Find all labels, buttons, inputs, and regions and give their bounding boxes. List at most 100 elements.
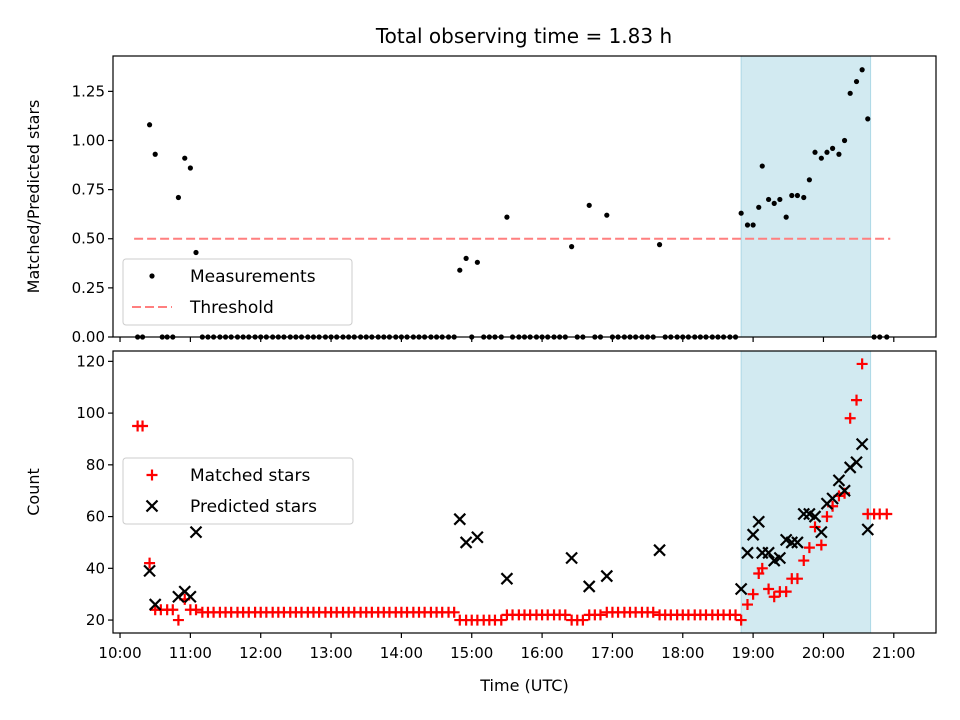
predicted-stars-point <box>855 437 869 451</box>
x-tick-label: 12:00 <box>239 644 282 662</box>
x-tick-label: 21:00 <box>872 644 915 662</box>
legend-swatch-marker <box>146 469 158 481</box>
x-axis-label: Time (UTC) <box>479 676 568 695</box>
measurements-point <box>738 210 744 216</box>
top-y-axis-label: Matched/Predicted stars <box>24 100 43 294</box>
measurements-point <box>812 149 818 155</box>
predicted-stars-point <box>826 492 839 505</box>
y-tick-label: 1.25 <box>72 82 105 100</box>
predicted-stars-point <box>752 515 766 529</box>
x-tick-label: 14:00 <box>380 644 423 662</box>
measurements-point <box>836 151 842 157</box>
matched-stars-point <box>821 511 833 523</box>
matched-stars-point <box>815 539 827 551</box>
measurements-point <box>789 192 795 199</box>
y-tick-label: 80 <box>86 456 105 474</box>
bottom-legend: Matched stars Predicted stars <box>122 457 354 525</box>
legend-marker-matched-stars <box>146 469 158 481</box>
x-tick-label: 13:00 <box>309 644 352 662</box>
predicted-stars-point <box>143 564 156 578</box>
predicted-stars-point <box>741 546 754 560</box>
top-panel-axes: 0.00 0.25 0.50 0.75 1.00 1.25 <box>72 55 937 346</box>
plot-frame <box>112 55 937 338</box>
measurements-point <box>806 177 812 183</box>
matched-stars-point <box>167 604 179 616</box>
y-tick-label: 100 <box>76 404 105 422</box>
matched-stars-point <box>881 508 893 520</box>
measurements-point <box>182 155 188 161</box>
x-tick-label: 17:00 <box>591 644 634 662</box>
y-tick-label: 0.00 <box>72 328 105 346</box>
top-legend-box <box>122 258 353 326</box>
measurements-point <box>801 194 807 201</box>
bottom-highlight-span <box>740 350 872 634</box>
matched-stars-point <box>809 521 821 533</box>
measurements-point <box>859 67 865 73</box>
predicted-stars-point <box>832 474 846 487</box>
predicted-stars-point <box>459 536 473 549</box>
predicted-stars-point <box>815 525 828 539</box>
matched-stars-point <box>856 358 868 370</box>
matched-stars-point <box>798 555 810 567</box>
measurements-point <box>504 214 510 220</box>
predicted-stars-point <box>773 551 787 565</box>
predicted-stars-point <box>785 536 799 549</box>
matched-stars-point <box>495 614 507 626</box>
measurements-point <box>187 165 193 171</box>
measurements-point <box>463 255 469 261</box>
matched-stars-point <box>803 542 815 554</box>
y-tick-label: 0.75 <box>72 181 105 199</box>
measurements-point <box>841 137 848 144</box>
measurements-point <box>783 214 789 220</box>
top-panel: 0.00 0.25 0.50 0.75 1.00 1.25 Matched/Predict… <box>24 55 937 346</box>
chart-title: Total observing time = 1.83 h <box>375 24 672 48</box>
measurements-point <box>853 78 860 85</box>
bottom-panel: 20 40 60 80 100 120 10:00 11:00 12:00 13:00 14:00 1… <box>24 350 937 695</box>
predicted-stars-point <box>734 582 748 596</box>
predicted-stars-point <box>791 536 804 549</box>
matched-stars-point <box>844 412 856 424</box>
predicted-stars-point <box>600 569 614 583</box>
matched-stars-point <box>735 614 747 626</box>
matched-stars-point <box>559 609 571 621</box>
top-legend: Measurements Threshold <box>122 258 353 326</box>
measurements-point <box>656 242 663 248</box>
measurements-point <box>604 212 610 218</box>
measurements-point <box>744 222 751 228</box>
plot-frame <box>112 350 937 634</box>
matched-stars-point <box>741 599 753 611</box>
measurements-point <box>777 196 783 203</box>
bottom-y-axis-label: Count <box>24 468 43 516</box>
measurements-point <box>457 267 463 273</box>
y-tick-label: 60 <box>86 508 105 526</box>
matched-stars-point <box>851 394 863 406</box>
measurements-point <box>569 244 575 250</box>
measurements-point <box>794 192 801 199</box>
predicted-stars-point <box>148 598 162 611</box>
legend-label-threshold: Threshold <box>189 298 274 318</box>
matched-stars-point <box>137 420 149 432</box>
predicted-stars-point <box>808 510 822 523</box>
x-tick-label: 15:00 <box>450 644 493 662</box>
legend-label-matched-stars: Matched stars <box>190 466 310 486</box>
y-tick-label: 40 <box>86 559 105 577</box>
y-tick-label: 0.50 <box>72 230 105 248</box>
predicted-stars-point <box>861 523 875 536</box>
bottom-panel-marks <box>132 358 893 626</box>
measurements-point <box>152 151 158 157</box>
matched-stars-point <box>756 562 768 574</box>
predicted-stars-point <box>453 512 467 526</box>
predicted-stars-point <box>565 551 578 565</box>
predicted-stars-point <box>653 543 666 557</box>
y-tick-label: 20 <box>86 611 105 629</box>
y-tick-label: 0.25 <box>72 279 105 297</box>
legend-marker-measurements <box>149 273 155 279</box>
measurements-point <box>824 149 830 155</box>
matched-stars-point <box>747 588 759 600</box>
measurements-point <box>818 155 824 161</box>
x-tick-label: 11:00 <box>169 644 212 662</box>
x-tick-label: 18:00 <box>661 644 704 662</box>
legend-marker-predicted-stars <box>145 499 159 513</box>
predicted-stars-point <box>838 484 851 497</box>
measurements-point <box>865 116 871 122</box>
